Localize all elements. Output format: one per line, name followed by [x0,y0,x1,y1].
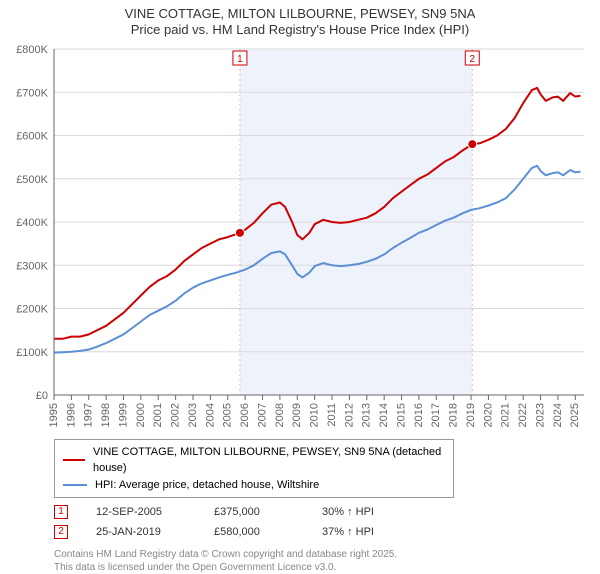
svg-text:2009: 2009 [291,403,303,427]
svg-text:£300K: £300K [16,260,48,272]
marker-date-2: 25-JAN-2019 [96,526,186,538]
title-block: VINE COTTAGE, MILTON LILBOURNE, PEWSEY, … [10,6,590,39]
footer-note: Contains HM Land Registry data © Crown c… [54,548,590,574]
svg-text:£700K: £700K [16,87,48,99]
svg-text:2011: 2011 [326,403,338,427]
svg-text:2007: 2007 [256,403,268,427]
legend-box: VINE COTTAGE, MILTON LILBOURNE, PEWSEY, … [54,439,454,499]
legend-label-1: VINE COTTAGE, MILTON LILBOURNE, PEWSEY, … [93,444,445,477]
marker-row-2: 2 25-JAN-2019 £580,000 37% ↑ HPI [54,522,590,542]
marker-badge-2: 2 [54,525,68,539]
svg-text:2003: 2003 [187,403,199,427]
svg-text:2016: 2016 [413,403,425,427]
marker-pct-1: 30% ↑ HPI [322,506,412,518]
svg-text:2010: 2010 [309,403,321,427]
svg-text:2025: 2025 [569,403,581,427]
markers-table: 1 12-SEP-2005 £375,000 30% ↑ HPI 2 25-JA… [54,502,590,542]
svg-text:2004: 2004 [204,403,216,427]
footer-line-1: Contains HM Land Registry data © Crown c… [54,548,590,561]
svg-text:2023: 2023 [534,403,546,427]
svg-text:2013: 2013 [361,403,373,427]
svg-text:2006: 2006 [239,403,251,427]
svg-text:£500K: £500K [16,173,48,185]
svg-text:2014: 2014 [378,403,390,427]
chart-svg: £0 £100K £200K £300K £400K £500K £600K £700K £80… [10,43,590,433]
marker-badge-1: 1 [54,505,68,519]
svg-text:2008: 2008 [274,403,286,427]
marker-row-1: 1 12-SEP-2005 £375,000 30% ↑ HPI [54,502,590,522]
svg-text:£0: £0 [36,390,48,402]
svg-text:£600K: £600K [16,130,48,142]
svg-text:2: 2 [469,54,475,65]
svg-text:1: 1 [237,54,243,65]
footer-line-2: This data is licensed under the Open Gov… [54,561,590,574]
svg-text:£200K: £200K [16,303,48,315]
svg-text:2005: 2005 [222,403,234,427]
legend-swatch-2 [63,484,87,486]
svg-text:2024: 2024 [552,403,564,427]
svg-text:2015: 2015 [395,403,407,427]
svg-text:2021: 2021 [500,403,512,427]
svg-text:2017: 2017 [430,403,442,427]
svg-text:£400K: £400K [16,217,48,229]
svg-text:1995: 1995 [48,403,60,427]
marker-pct-2: 37% ↑ HPI [322,526,412,538]
marker-date-1: 12-SEP-2005 [96,506,186,518]
svg-text:1997: 1997 [83,403,95,427]
chart-area: £0 £100K £200K £300K £400K £500K £600K £700K £80… [10,43,590,433]
legend-row-2: HPI: Average price, detached house, Wilt… [63,477,445,494]
title-line-1: VINE COTTAGE, MILTON LILBOURNE, PEWSEY, … [10,6,590,22]
svg-text:1999: 1999 [117,403,129,427]
svg-text:2022: 2022 [517,403,529,427]
svg-text:2019: 2019 [465,403,477,427]
legend-label-2: HPI: Average price, detached house, Wilt… [95,477,319,494]
svg-text:2020: 2020 [482,403,494,427]
legend-row-1: VINE COTTAGE, MILTON LILBOURNE, PEWSEY, … [63,444,445,477]
title-line-2: Price paid vs. HM Land Registry's House … [10,22,590,38]
svg-text:1996: 1996 [65,403,77,427]
legend-swatch-1 [63,459,85,461]
svg-text:£100K: £100K [16,346,48,358]
svg-text:1998: 1998 [100,403,112,427]
marker-price-1: £375,000 [214,506,294,518]
chart-container: VINE COTTAGE, MILTON LILBOURNE, PEWSEY, … [0,0,600,560]
svg-text:£800K: £800K [16,44,48,56]
marker-price-2: £580,000 [214,526,294,538]
svg-text:2018: 2018 [448,403,460,427]
svg-text:2001: 2001 [152,403,164,427]
svg-text:2000: 2000 [135,403,147,427]
svg-text:2012: 2012 [343,403,355,427]
svg-text:2002: 2002 [170,403,182,427]
